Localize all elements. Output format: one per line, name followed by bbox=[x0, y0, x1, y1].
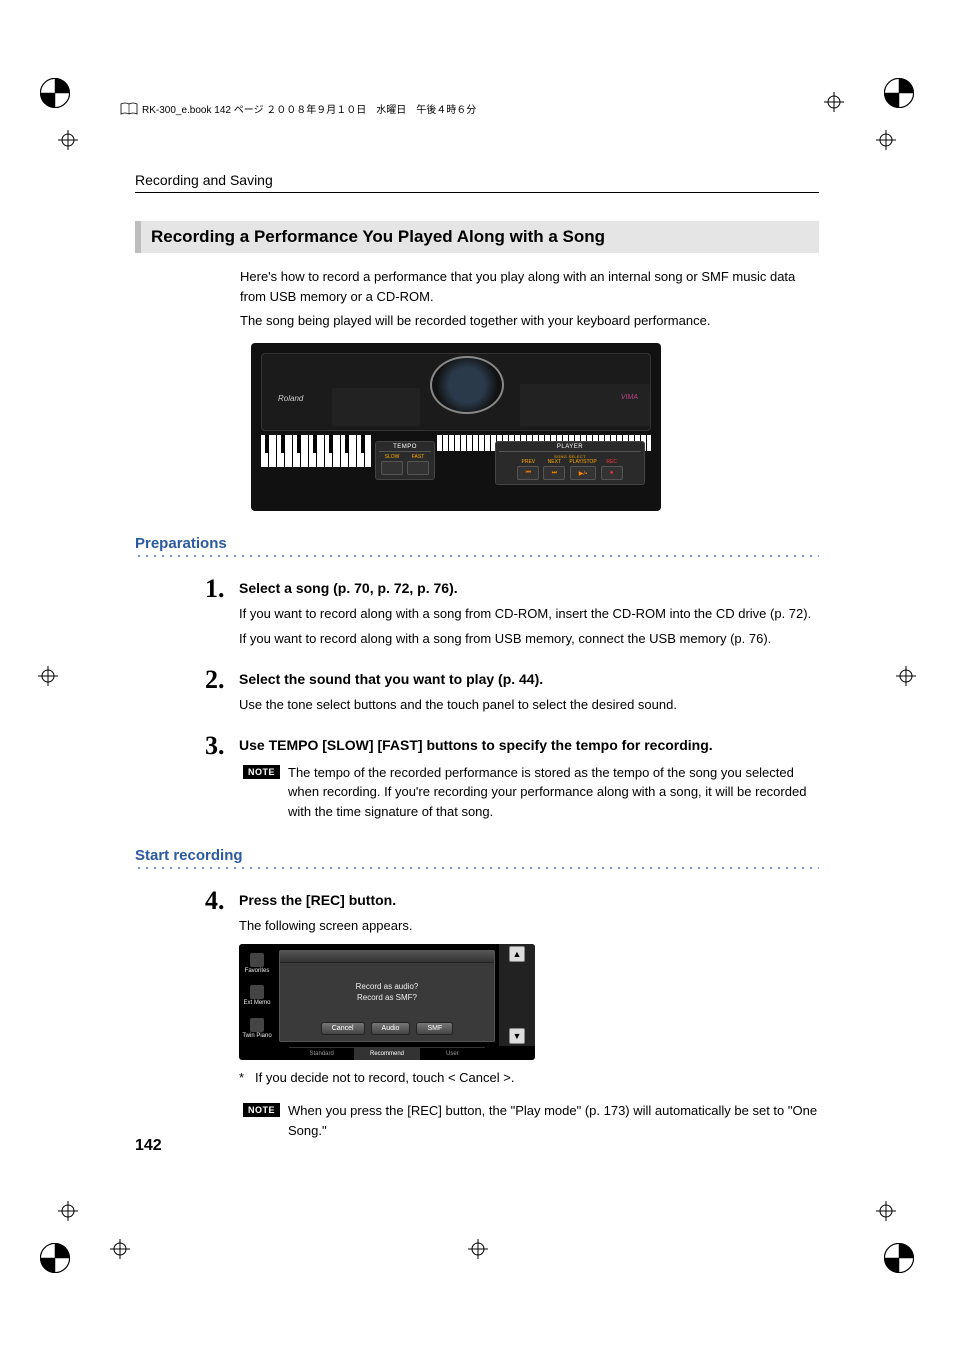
note-badge: NOTE bbox=[243, 765, 280, 779]
dialog-smf-button[interactable]: SMF bbox=[416, 1022, 453, 1035]
step-1-num: 1. bbox=[205, 576, 239, 602]
registration-mark-bl bbox=[40, 1243, 70, 1273]
tempo-label: TEMPO bbox=[379, 444, 431, 452]
crosshair-mid-left bbox=[38, 666, 58, 686]
step-4-title: Press the [REC] button. bbox=[239, 892, 819, 908]
start-recording-heading: Start recording bbox=[135, 847, 819, 864]
registration-mark-tr bbox=[884, 78, 914, 108]
crosshair-top-left bbox=[58, 130, 78, 150]
page-number: 142 bbox=[135, 1137, 162, 1155]
intro-p1: Here's how to record a performance that … bbox=[240, 267, 819, 307]
crosshair-bot-right bbox=[876, 1201, 896, 1221]
dialog-audio-button[interactable]: Audio bbox=[371, 1022, 411, 1035]
step-4-p1: The following screen appears. bbox=[239, 916, 819, 936]
step-3-title: Use TEMPO [SLOW] [FAST] buttons to speci… bbox=[239, 737, 819, 753]
up-button[interactable]: ▲ bbox=[509, 946, 525, 962]
step-3-num: 3. bbox=[205, 733, 239, 759]
crosshair-top-right2 bbox=[876, 130, 896, 150]
step-3: 3. Use TEMPO [SLOW] [FAST] buttons to sp… bbox=[205, 733, 819, 822]
diagram-brand2: VIMA bbox=[621, 394, 638, 401]
step-3-note: The tempo of the recorded performance is… bbox=[288, 763, 819, 822]
step-1-title: Select a song (p. 70, p. 72, p. 76). bbox=[239, 580, 819, 596]
tab-standard[interactable]: Standard bbox=[289, 1047, 354, 1060]
note-badge-2: NOTE bbox=[243, 1103, 280, 1117]
dialog-cancel-button[interactable]: Cancel bbox=[321, 1022, 365, 1035]
registration-mark-br bbox=[884, 1243, 914, 1273]
dots-divider bbox=[135, 554, 819, 558]
title-rule bbox=[135, 192, 819, 193]
diagram-brand: Roland bbox=[278, 394, 303, 403]
dialog-q1: Record as audio? bbox=[356, 982, 419, 991]
crosshair-bot-mid bbox=[468, 1239, 488, 1259]
tab-recommend[interactable]: Recommend bbox=[354, 1047, 419, 1060]
dialog-q2: Record as SMF? bbox=[357, 993, 417, 1002]
dots-divider-2 bbox=[135, 866, 819, 870]
registration-mark-tl bbox=[40, 78, 70, 108]
book-icon bbox=[120, 102, 138, 116]
crosshair-mid-right bbox=[896, 666, 916, 686]
intro-p2: The song being played will be recorded t… bbox=[240, 311, 819, 331]
player-label: PLAYER bbox=[499, 444, 641, 452]
step-2: 2. Select the sound that you want to pla… bbox=[205, 667, 819, 719]
tempo-box: TEMPO SLOW FAST bbox=[375, 441, 435, 480]
step-2-num: 2. bbox=[205, 667, 239, 693]
page-info-text: RK-300_e.book 142 ページ ２００８年９月１０日 水曜日 午後４… bbox=[142, 101, 476, 116]
main-heading: Recording a Performance You Played Along… bbox=[135, 221, 819, 253]
step-1-p1: If you want to record along with a song … bbox=[239, 604, 819, 624]
crosshair-top-right bbox=[824, 92, 844, 112]
crosshair-bot-left2 bbox=[110, 1239, 130, 1259]
crosshair-bot-left bbox=[58, 1201, 78, 1221]
step-4-num: 4. bbox=[205, 888, 239, 914]
keyboard-diagram: Roland VIMA TEMPO SLOW FAST PLAYER SONG … bbox=[251, 343, 661, 511]
step-2-p1: Use the tone select buttons and the touc… bbox=[239, 695, 819, 715]
page-info-header: RK-300_e.book 142 ページ ２００８年９月１０日 水曜日 午後４… bbox=[120, 101, 476, 116]
down-button[interactable]: ▼ bbox=[509, 1028, 525, 1044]
tab-user[interactable]: User bbox=[420, 1047, 485, 1060]
step-4: 4. Press the [REC] button. The following… bbox=[205, 888, 819, 1140]
step-4-note: When you press the [REC] button, the "Pl… bbox=[288, 1101, 819, 1140]
preparations-heading: Preparations bbox=[135, 535, 819, 552]
step-1: 1. Select a song (p. 70, p. 72, p. 76). … bbox=[205, 576, 819, 652]
step-4-footnote: * If you decide not to record, touch < C… bbox=[239, 1070, 819, 1085]
step-1-p2: If you want to record along with a song … bbox=[239, 629, 819, 649]
player-box: PLAYER SONG SELECT PREV⏮ NEXT⏭ PLAY/STOP… bbox=[495, 441, 645, 485]
section-title: Recording and Saving bbox=[135, 172, 819, 188]
intro-text: Here's how to record a performance that … bbox=[240, 267, 819, 331]
step-2-title: Select the sound that you want to play (… bbox=[239, 671, 819, 687]
rec-dialog-screenshot: Favorites Ext Memo Twin Piano Record as … bbox=[239, 944, 535, 1060]
